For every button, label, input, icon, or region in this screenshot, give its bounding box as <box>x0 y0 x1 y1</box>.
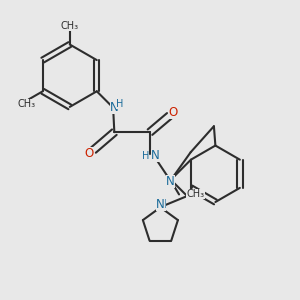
Text: CH₃: CH₃ <box>17 99 35 109</box>
Text: H: H <box>142 151 149 161</box>
Text: O: O <box>85 147 94 160</box>
Text: O: O <box>169 106 178 119</box>
Text: N: N <box>156 198 165 211</box>
Text: N: N <box>110 101 118 114</box>
Text: N: N <box>151 149 160 162</box>
Text: CH₃: CH₃ <box>61 21 79 31</box>
Text: N: N <box>166 175 175 188</box>
Text: N: N <box>158 198 166 211</box>
Text: CH₃: CH₃ <box>187 189 205 200</box>
Text: H: H <box>116 99 123 109</box>
